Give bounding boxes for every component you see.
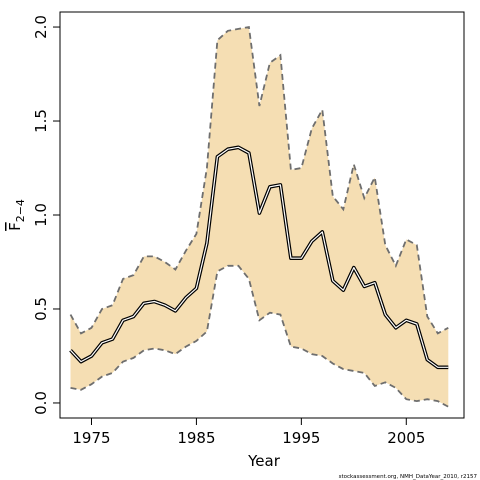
x-axis-title: Year — [247, 452, 281, 470]
y-axis: 0.0 0.5 1.0 1.5 2.0 — [32, 15, 60, 415]
svg-text:F2−4: F2−4 — [6, 199, 27, 231]
y-axis-title-main: F — [6, 222, 24, 231]
x-axis: 1975 1985 1995 2005 — [72, 418, 425, 447]
x-tick-label-2005: 2005 — [387, 429, 425, 447]
x-tick-label-1975: 1975 — [72, 429, 110, 447]
y-tick-label-0.0: 0.0 — [32, 391, 50, 415]
y-tick-label-1.0: 1.0 — [32, 203, 50, 227]
confidence-band — [70, 27, 449, 407]
y-axis-title-subscript: 2−4 — [14, 199, 27, 222]
y-tick-label-1.5: 1.5 — [32, 109, 50, 133]
lower-bound-line — [70, 264, 449, 408]
y-tick-label-2.0: 2.0 — [32, 15, 50, 39]
upper-bound-line — [69, 25, 449, 335]
estimate-line — [70, 146, 449, 368]
x-tick-label-1995: 1995 — [282, 429, 320, 447]
credit-text: stockassessment.org, NMH_DataYear_2010, … — [339, 474, 478, 480]
y-tick-label-0.5: 0.5 — [32, 297, 50, 321]
y-axis-title: F2−4 — [6, 199, 27, 231]
x-tick-label-1985: 1985 — [177, 429, 215, 447]
